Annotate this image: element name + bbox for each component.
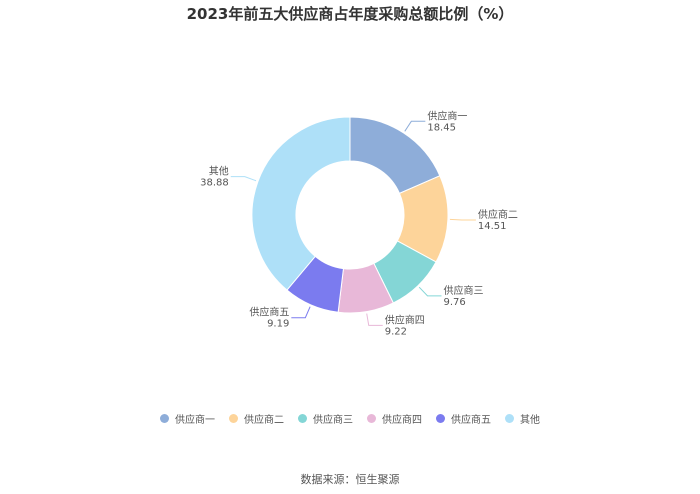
legend-dot-icon bbox=[229, 414, 238, 423]
leader-line-2 bbox=[449, 218, 476, 221]
donut-slices bbox=[251, 116, 449, 314]
legend-item-1[interactable]: 供应商一 bbox=[160, 411, 215, 426]
slice-label-name-1: 供应商一 bbox=[427, 109, 467, 122]
legend-dot-icon bbox=[367, 414, 376, 423]
slice-label-name-3: 供应商三 bbox=[444, 284, 484, 297]
legend-dot-icon bbox=[436, 414, 445, 423]
slice-label-value-6: 38.88 bbox=[200, 178, 229, 189]
legend-item-3[interactable]: 供应商三 bbox=[298, 411, 353, 426]
slice-label-name-6: 其他 bbox=[209, 165, 229, 178]
slice-label-name-5: 供应商五 bbox=[249, 306, 289, 319]
leader-line-1 bbox=[404, 120, 426, 132]
legend: 供应商一 供应商二 供应商三 供应商四 供应商五 其他 bbox=[0, 411, 700, 426]
data-source: 数据来源：恒生聚源 bbox=[300, 473, 400, 486]
slice-label-value-2: 14.51 bbox=[478, 221, 507, 232]
legend-label: 供应商三 bbox=[313, 415, 353, 426]
legend-item-5[interactable]: 供应商五 bbox=[436, 411, 491, 426]
legend-item-6[interactable]: 其他 bbox=[505, 411, 540, 426]
legend-dot-icon bbox=[298, 414, 307, 423]
leader-line-5 bbox=[291, 306, 311, 319]
leader-line-6 bbox=[230, 176, 257, 182]
slice-label-name-2: 供应商二 bbox=[478, 208, 518, 221]
legend-dot-icon bbox=[505, 414, 514, 423]
legend-label: 供应商二 bbox=[244, 415, 284, 426]
legend-label: 供应商一 bbox=[175, 415, 215, 426]
legend-label: 其他 bbox=[520, 415, 540, 426]
legend-item-4[interactable]: 供应商四 bbox=[367, 411, 422, 426]
slice-label-value-1: 18.45 bbox=[427, 122, 456, 133]
legend-label: 供应商五 bbox=[451, 415, 491, 426]
slice-label-value-4: 9.22 bbox=[385, 326, 407, 337]
legend-item-2[interactable]: 供应商二 bbox=[229, 411, 284, 426]
slice-6[interactable] bbox=[251, 116, 351, 291]
legend-label: 供应商四 bbox=[382, 415, 422, 426]
legend-dot-icon bbox=[160, 414, 169, 423]
chart-title: 2023年前五大供应商占年度采购总额比例（%） bbox=[186, 5, 514, 23]
leader-line-4 bbox=[366, 313, 383, 326]
slice-label-value-3: 9.76 bbox=[444, 297, 466, 308]
leader-lines bbox=[230, 120, 476, 326]
slice-label-name-4: 供应商四 bbox=[385, 313, 425, 326]
leader-line-3 bbox=[418, 286, 442, 297]
slice-label-value-5: 9.19 bbox=[267, 319, 289, 330]
